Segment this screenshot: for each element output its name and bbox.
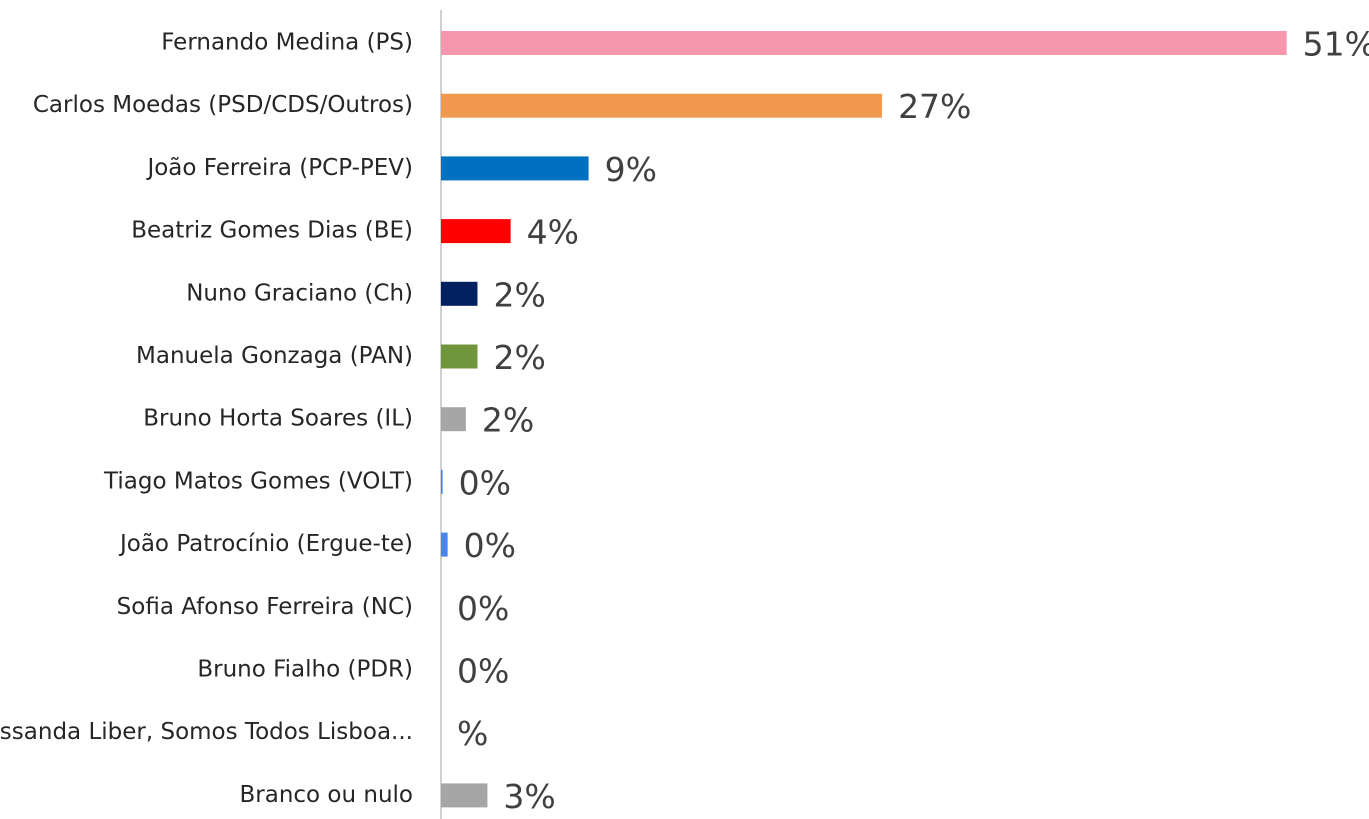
value-label: 2%	[493, 275, 545, 314]
category-label: Bruno Fialho (PDR)	[197, 657, 413, 683]
bar	[441, 31, 1287, 55]
bar	[441, 469, 443, 494]
value-label: 0%	[457, 589, 509, 628]
value-label: %	[457, 714, 488, 753]
value-label: 4%	[527, 213, 579, 252]
category-label: João Patrocínio (Ergue-te)	[118, 531, 413, 557]
category-label: Sofia Afonso Ferreira (NC)	[117, 594, 413, 620]
bar	[441, 156, 589, 181]
bar	[441, 344, 478, 369]
category-label: Carlos Moedas (PSD/CDS/Outros)	[33, 92, 413, 118]
category-label: Tiago Matos Gomes (VOLT)	[103, 468, 413, 494]
value-label: 27%	[898, 87, 971, 126]
value-label: 0%	[459, 463, 511, 502]
category-label: Ossanda Liber, Somos Todos Lisboa...	[0, 719, 413, 745]
bar	[441, 281, 478, 306]
value-label: 2%	[482, 401, 534, 440]
value-label: 2%	[493, 338, 545, 377]
value-label: 3%	[503, 777, 555, 816]
bar	[441, 219, 511, 244]
value-label: 0%	[464, 526, 516, 565]
value-label: 51%	[1303, 25, 1369, 64]
bar	[441, 407, 466, 432]
category-label: Manuela Gonzaga (PAN)	[136, 343, 413, 369]
category-label: Nuno Graciano (Ch)	[186, 280, 413, 306]
value-label: 9%	[605, 150, 657, 189]
category-label: Bruno Horta Soares (IL)	[143, 406, 413, 432]
bar	[441, 783, 488, 808]
category-label: Beatriz Gomes Dias (BE)	[131, 218, 413, 244]
category-label: João Ferreira (PCP-PEV)	[145, 155, 413, 181]
category-label: Branco ou nulo	[239, 782, 413, 808]
value-label: 0%	[457, 652, 509, 691]
bar	[441, 93, 883, 118]
category-label: Fernando Medina (PS)	[161, 30, 413, 56]
bar	[441, 532, 448, 557]
